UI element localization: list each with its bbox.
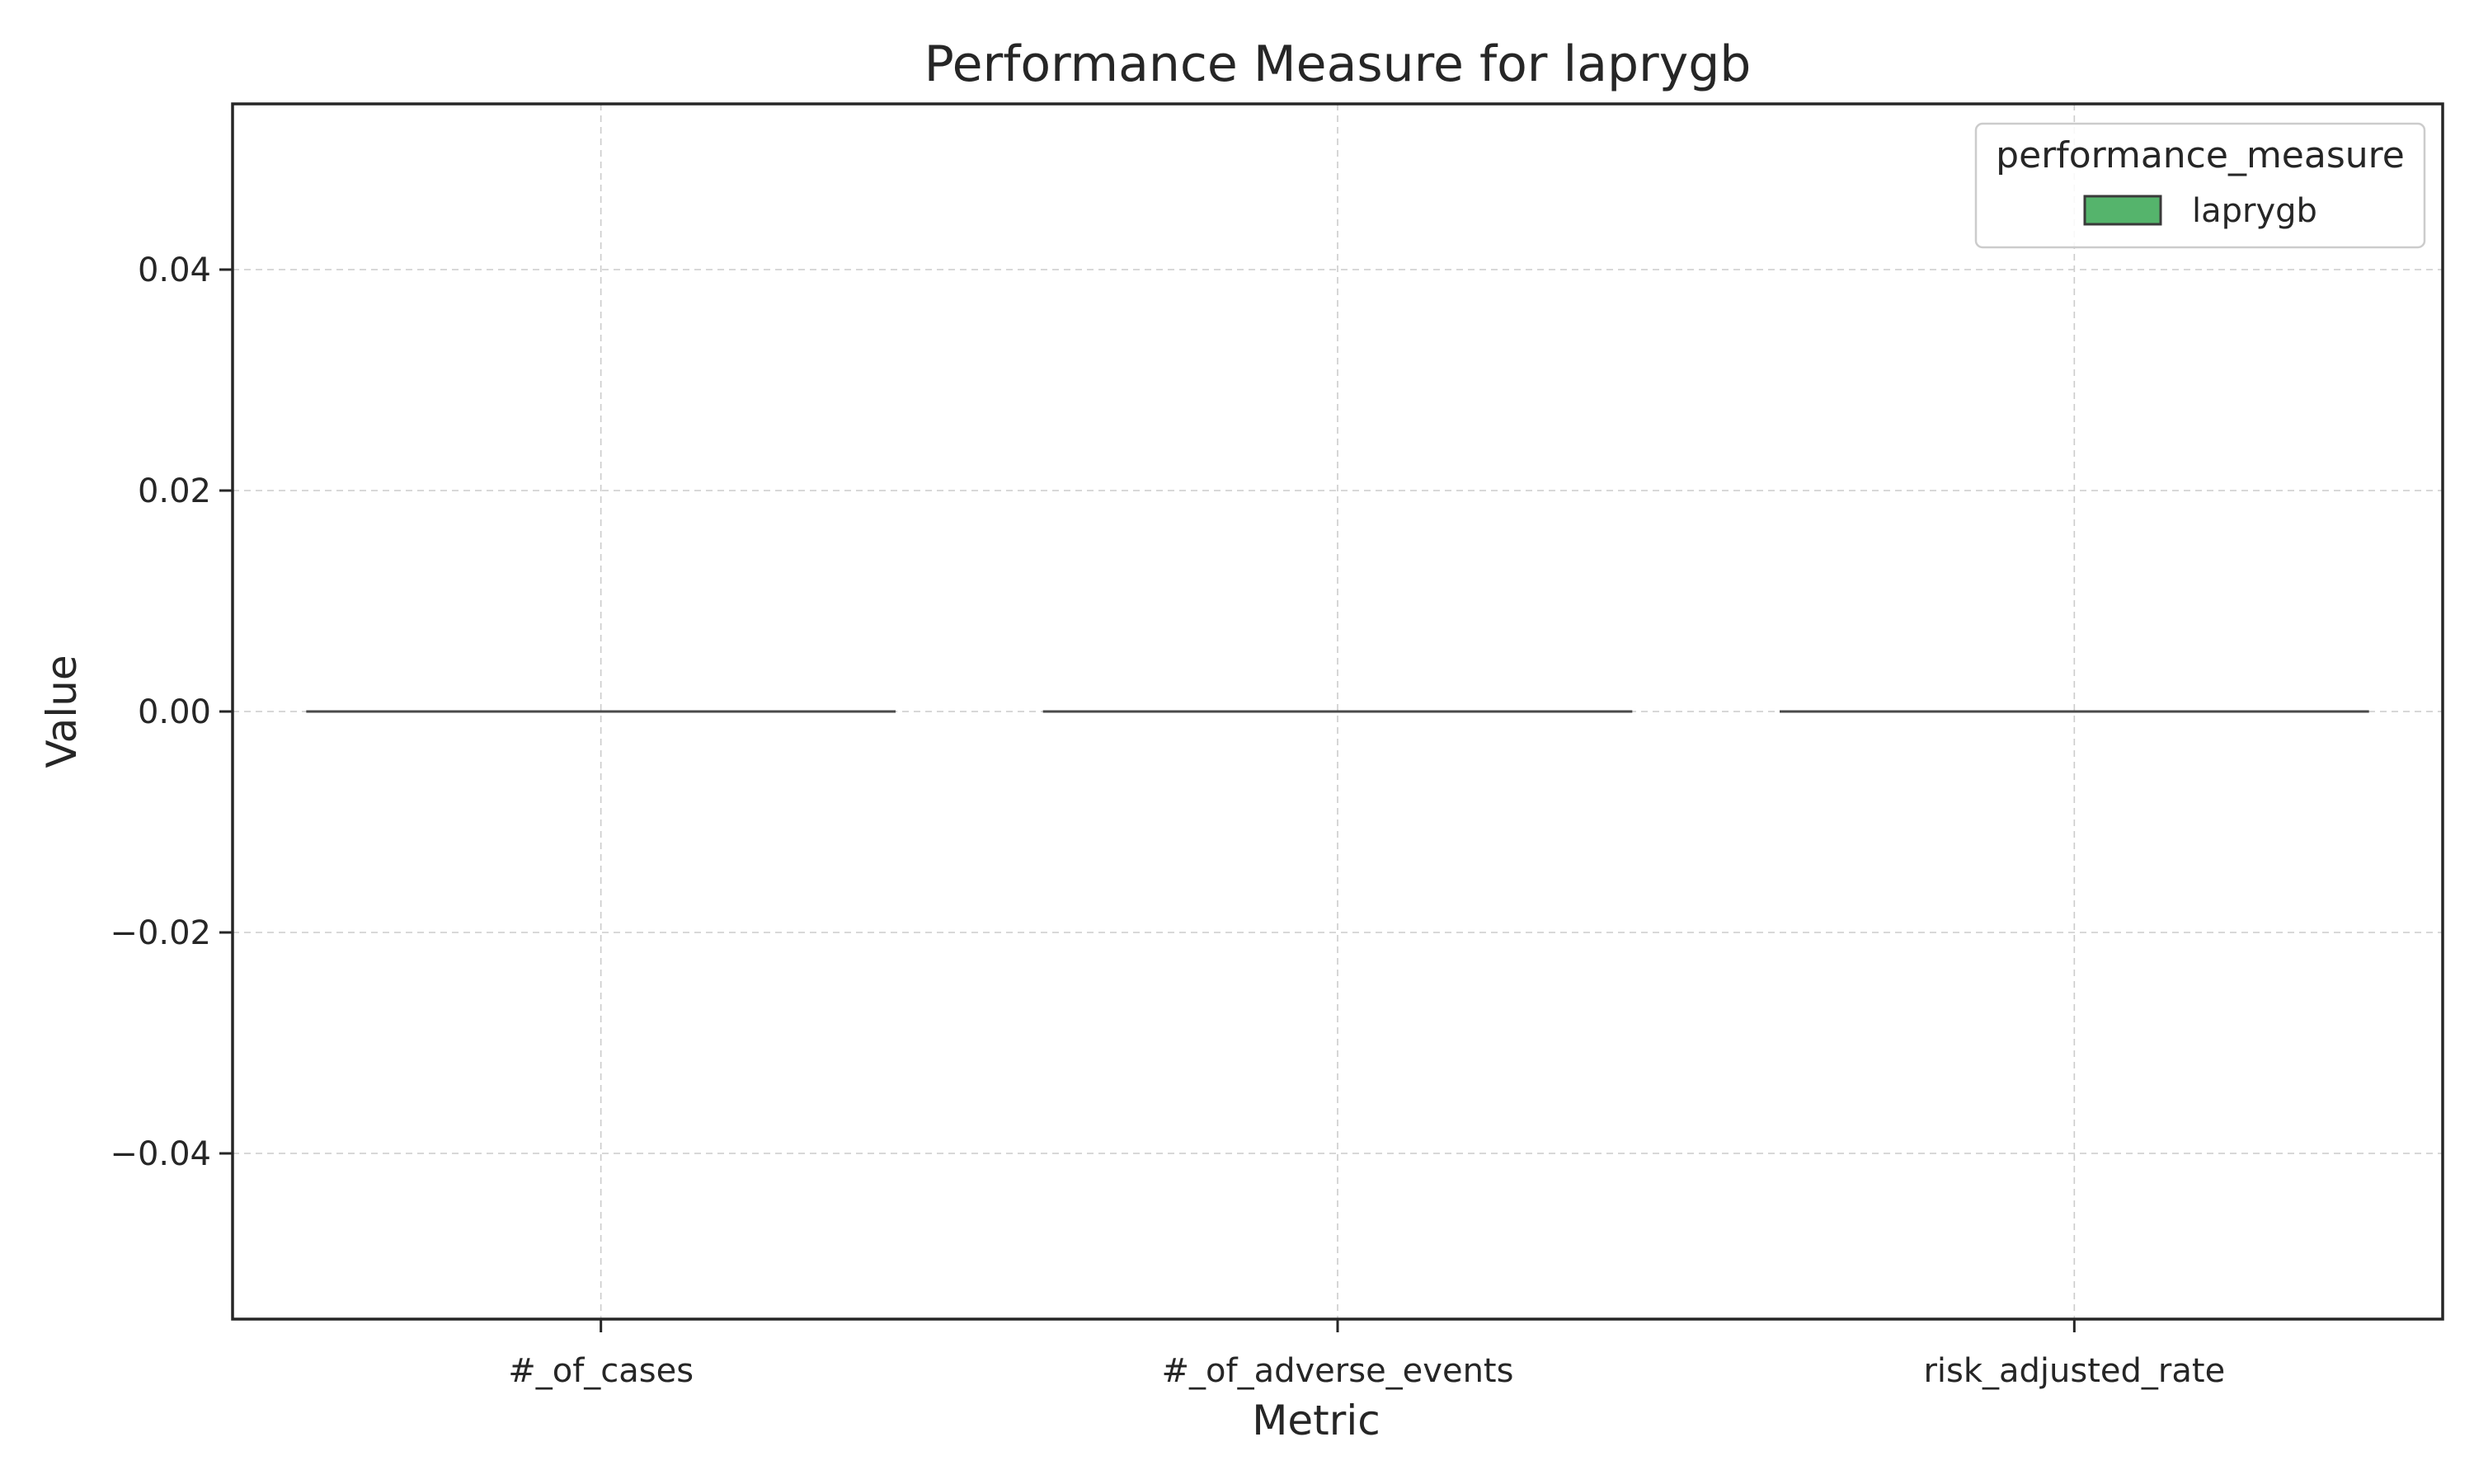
legend-entry-laprygb: laprygb	[2192, 192, 2317, 230]
y-tick-label: −0.04	[110, 1135, 211, 1173]
y-tick-label: −0.02	[110, 914, 211, 952]
x-tick-label: risk_adjusted_rate	[1923, 1352, 2225, 1390]
y-tick-label: 0.04	[138, 251, 211, 289]
x-tick-label: #_of_adverse_events	[1162, 1352, 1514, 1390]
y-tick-label: 0.00	[138, 693, 211, 731]
tick-layer: −0.04 −0.02 0.00 0.02 0.04 #_of_cases #_of_adv…	[110, 251, 2225, 1390]
y-tick-label: 0.02	[138, 472, 211, 510]
y-axis-label: Value	[38, 655, 86, 768]
legend-swatch	[2083, 195, 2162, 226]
chart-title: Performance Measure for laprygb	[924, 35, 1752, 93]
x-axis-label: Metric	[1252, 1397, 1380, 1444]
x-tick-label: #_of_cases	[508, 1352, 694, 1390]
legend: performance_measure laprygb	[1974, 122, 2426, 249]
legend-title: performance_measure	[1996, 134, 2405, 176]
